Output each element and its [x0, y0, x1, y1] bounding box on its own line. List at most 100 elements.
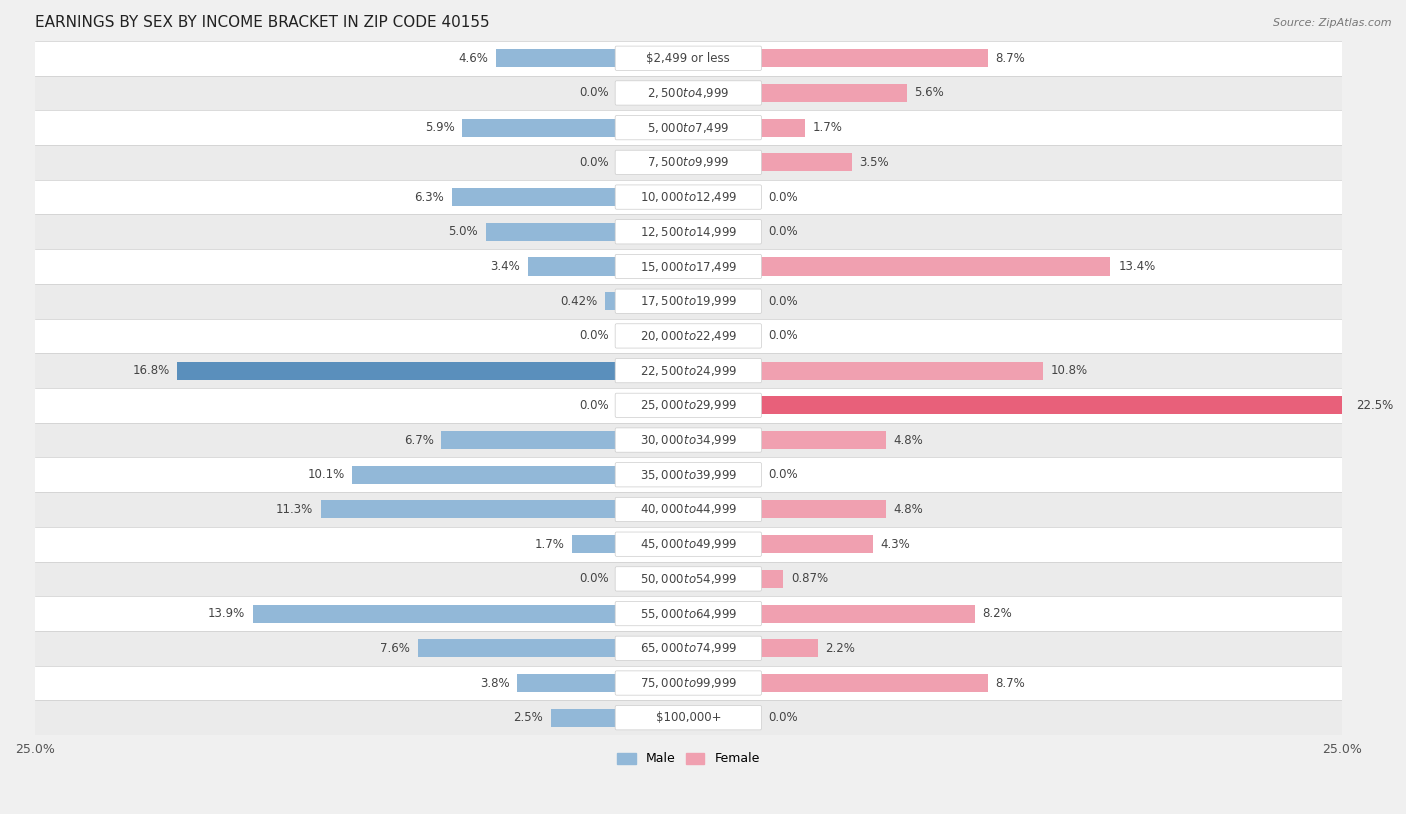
FancyBboxPatch shape: [616, 706, 762, 730]
Bar: [35, 457, 1341, 492]
Bar: [35, 388, 1341, 422]
FancyBboxPatch shape: [616, 324, 762, 348]
FancyBboxPatch shape: [616, 567, 762, 591]
FancyBboxPatch shape: [616, 393, 762, 418]
Text: $17,500 to $19,999: $17,500 to $19,999: [640, 294, 737, 309]
Text: 0.42%: 0.42%: [561, 295, 598, 308]
Text: 5.0%: 5.0%: [449, 225, 478, 239]
Text: 0.0%: 0.0%: [768, 330, 797, 343]
FancyBboxPatch shape: [616, 46, 762, 70]
Text: 1.7%: 1.7%: [534, 538, 564, 551]
FancyBboxPatch shape: [616, 358, 762, 383]
Text: 1.7%: 1.7%: [813, 121, 842, 134]
Text: $20,000 to $22,499: $20,000 to $22,499: [640, 329, 737, 343]
Bar: [35, 111, 1341, 145]
FancyBboxPatch shape: [616, 602, 762, 626]
Text: 0.0%: 0.0%: [768, 711, 797, 724]
Bar: [463, 119, 616, 137]
Text: 4.3%: 4.3%: [880, 538, 910, 551]
Text: $2,499 or less: $2,499 or less: [647, 52, 730, 65]
Bar: [551, 709, 616, 727]
Text: 13.4%: 13.4%: [1118, 260, 1156, 273]
FancyBboxPatch shape: [616, 637, 762, 660]
FancyBboxPatch shape: [616, 185, 762, 209]
FancyBboxPatch shape: [616, 532, 762, 556]
Bar: [761, 119, 804, 137]
Bar: [35, 180, 1341, 214]
FancyBboxPatch shape: [616, 254, 762, 278]
Text: 0.87%: 0.87%: [790, 572, 828, 585]
Text: $22,500 to $24,999: $22,500 to $24,999: [640, 364, 737, 378]
Bar: [35, 318, 1341, 353]
Bar: [35, 353, 1341, 388]
Bar: [527, 257, 616, 275]
Bar: [761, 431, 886, 449]
Bar: [35, 249, 1341, 284]
Text: $65,000 to $74,999: $65,000 to $74,999: [640, 641, 737, 655]
Text: $15,000 to $17,499: $15,000 to $17,499: [640, 260, 737, 274]
Bar: [761, 257, 1111, 275]
Text: 4.8%: 4.8%: [894, 503, 924, 516]
Text: 8.2%: 8.2%: [983, 607, 1012, 620]
Bar: [35, 562, 1341, 596]
Text: $10,000 to $12,499: $10,000 to $12,499: [640, 190, 737, 204]
Text: 5.6%: 5.6%: [914, 86, 945, 99]
Bar: [35, 145, 1341, 180]
Text: $2,500 to $4,999: $2,500 to $4,999: [647, 86, 730, 100]
Text: $40,000 to $44,999: $40,000 to $44,999: [640, 502, 737, 516]
Text: 3.8%: 3.8%: [479, 676, 509, 689]
Bar: [761, 570, 783, 588]
Legend: Male, Female: Male, Female: [612, 747, 765, 771]
Text: 0.0%: 0.0%: [579, 330, 609, 343]
Bar: [177, 361, 616, 379]
FancyBboxPatch shape: [616, 116, 762, 140]
Bar: [761, 605, 974, 623]
Text: 3.4%: 3.4%: [491, 260, 520, 273]
FancyBboxPatch shape: [616, 671, 762, 695]
Text: 0.0%: 0.0%: [768, 190, 797, 204]
Text: $45,000 to $49,999: $45,000 to $49,999: [640, 537, 737, 551]
Bar: [321, 501, 616, 519]
FancyBboxPatch shape: [616, 81, 762, 105]
Text: 2.5%: 2.5%: [513, 711, 543, 724]
FancyBboxPatch shape: [616, 289, 762, 313]
FancyBboxPatch shape: [616, 220, 762, 244]
Text: 6.3%: 6.3%: [415, 190, 444, 204]
Text: $35,000 to $39,999: $35,000 to $39,999: [640, 468, 737, 482]
Bar: [451, 188, 616, 206]
Text: 3.5%: 3.5%: [859, 155, 889, 168]
Bar: [35, 76, 1341, 111]
Bar: [35, 596, 1341, 631]
FancyBboxPatch shape: [616, 151, 762, 174]
Text: 16.8%: 16.8%: [132, 364, 170, 377]
Text: 6.7%: 6.7%: [404, 434, 433, 447]
Bar: [441, 431, 616, 449]
Text: 7.6%: 7.6%: [380, 641, 411, 654]
Text: 8.7%: 8.7%: [995, 676, 1025, 689]
Text: $25,000 to $29,999: $25,000 to $29,999: [640, 398, 737, 413]
Text: 0.0%: 0.0%: [579, 572, 609, 585]
Text: 8.7%: 8.7%: [995, 52, 1025, 65]
Bar: [353, 466, 616, 484]
Text: $55,000 to $64,999: $55,000 to $64,999: [640, 606, 737, 620]
Bar: [35, 492, 1341, 527]
Text: 0.0%: 0.0%: [768, 295, 797, 308]
Bar: [606, 292, 616, 310]
Text: 4.8%: 4.8%: [894, 434, 924, 447]
Bar: [35, 527, 1341, 562]
Bar: [761, 361, 1042, 379]
Text: $7,500 to $9,999: $7,500 to $9,999: [647, 155, 730, 169]
Text: $75,000 to $99,999: $75,000 to $99,999: [640, 676, 737, 690]
Bar: [418, 639, 616, 658]
Text: $12,500 to $14,999: $12,500 to $14,999: [640, 225, 737, 239]
Text: 5.9%: 5.9%: [425, 121, 454, 134]
Bar: [572, 535, 616, 554]
Text: 0.0%: 0.0%: [579, 399, 609, 412]
Text: $50,000 to $54,999: $50,000 to $54,999: [640, 572, 737, 586]
Bar: [35, 666, 1341, 700]
Bar: [761, 501, 886, 519]
Bar: [253, 605, 616, 623]
Bar: [35, 700, 1341, 735]
Text: 0.0%: 0.0%: [579, 86, 609, 99]
Text: 10.1%: 10.1%: [308, 468, 344, 481]
